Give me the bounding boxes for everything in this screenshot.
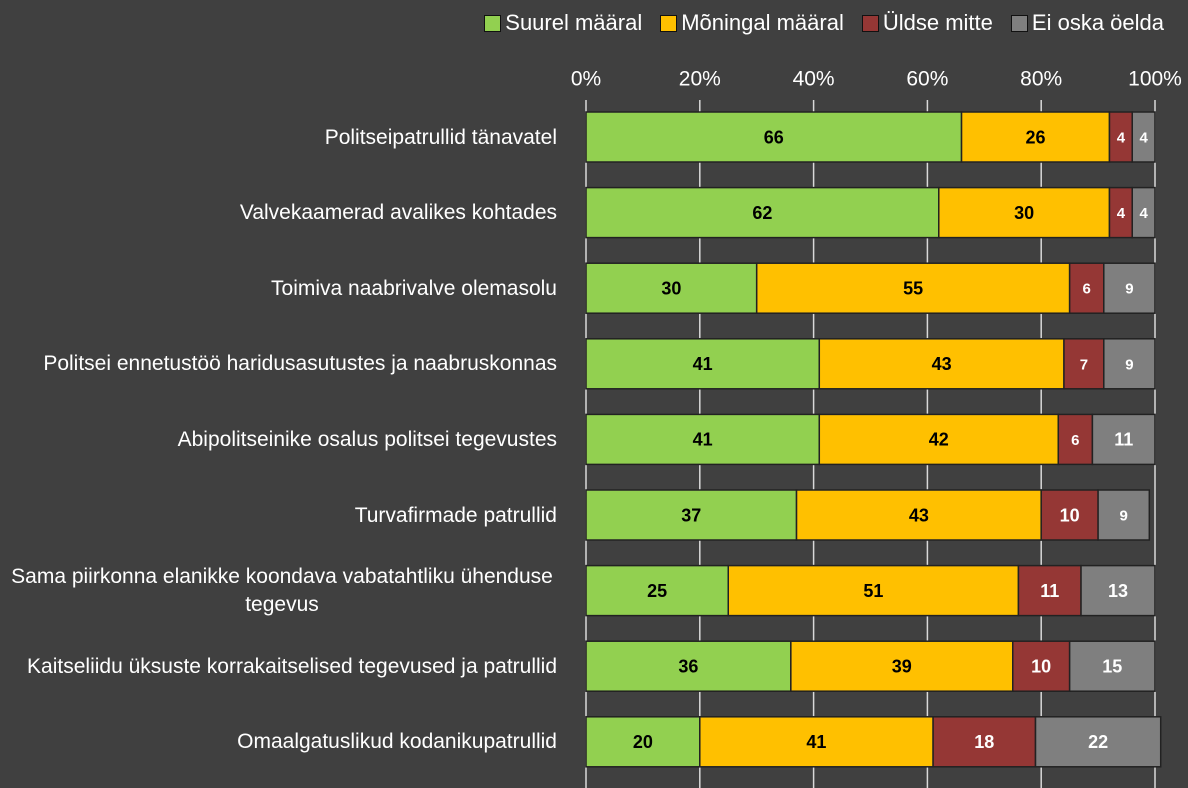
legend-label: Mõningal määral [681, 10, 844, 35]
bar-segment [818, 413, 1060, 466]
bar-segment [585, 640, 792, 692]
bar-segment [1068, 262, 1105, 314]
bar-segment [755, 262, 1071, 314]
data-label: 42 [929, 430, 949, 450]
legend-swatch [1010, 14, 1028, 32]
data-label: 4 [1139, 129, 1148, 146]
category-label: Valvekaamerad avalikes kohtades [239, 201, 557, 225]
legend-label: Üldse mitte [882, 10, 993, 35]
legend-swatch [861, 14, 879, 32]
category-label: Politsei ennetustöö haridusasutustes ja … [43, 352, 557, 376]
bar-segment [727, 564, 1020, 617]
bar-segment [1068, 640, 1156, 692]
bar-segment [1091, 413, 1156, 466]
bar-segment [585, 338, 821, 390]
bar-segment [818, 338, 1065, 390]
bar-segment [1131, 186, 1156, 239]
data-label: 6 [1083, 281, 1091, 298]
category-label: Omaalgatuslikud kodanikupatrullid [237, 730, 557, 754]
data-label: 55 [903, 278, 923, 298]
data-label: 30 [661, 278, 681, 298]
legend-item: Ei oska öelda [1010, 10, 1164, 36]
data-label: 51 [863, 581, 883, 601]
data-label: 10 [1060, 505, 1080, 525]
data-label: 7 [1080, 356, 1088, 373]
x-tick-label: 40% [793, 68, 835, 91]
data-label: 11 [1114, 430, 1133, 450]
bar-segment [1103, 262, 1156, 314]
legend-item: Üldse mitte [861, 10, 993, 36]
data-label: 10 [1031, 656, 1051, 676]
data-label: 37 [681, 505, 701, 525]
data-label: 22 [1088, 732, 1108, 752]
category-label: Abipolitseinike osalus politsei tegevust… [177, 427, 557, 451]
data-label: 11 [1040, 581, 1059, 601]
bar-segment [585, 262, 758, 314]
legend-item: Suurel määral [484, 10, 642, 36]
data-label: 36 [678, 656, 698, 676]
data-label: 66 [764, 127, 784, 147]
x-tick-label: 20% [679, 68, 721, 91]
data-label: 41 [693, 354, 713, 374]
data-label: 20 [633, 732, 653, 752]
data-label: 4 [1117, 129, 1126, 146]
bar-segment [1103, 338, 1156, 390]
data-label: 18 [974, 732, 994, 752]
bar-segment [795, 489, 1042, 541]
bar-segment [790, 640, 1014, 692]
data-label: 9 [1125, 356, 1133, 373]
legend-swatch [660, 14, 678, 32]
bar-segment [585, 186, 940, 239]
data-label: 41 [693, 430, 713, 450]
x-tick-label: 0% [571, 68, 601, 91]
category-label: Politseipatrullid tänavatel [324, 125, 557, 149]
category-label: Sama piirkonna elanikke koondava vabatah… [11, 565, 553, 617]
data-label: 43 [909, 505, 929, 525]
category-label: Turvafirmade patrullid [354, 503, 557, 527]
bar-segment [699, 716, 934, 768]
x-tick-label: 80% [1020, 68, 1062, 91]
data-label: 26 [1025, 127, 1045, 147]
data-label: 62 [752, 203, 772, 223]
data-label: 6 [1071, 432, 1079, 449]
bar-segment [1097, 489, 1151, 541]
bar-segment [585, 564, 729, 617]
bar-segment [1017, 564, 1082, 617]
bar-segment [932, 716, 1037, 768]
legend-label: Suurel määral [505, 10, 643, 35]
bar-segment [1034, 716, 1162, 768]
data-label: 41 [806, 732, 826, 752]
data-label: 9 [1120, 507, 1128, 524]
x-tick-label: 60% [906, 68, 948, 91]
data-label: 25 [647, 581, 667, 601]
bar-segment [585, 111, 963, 163]
bar-segment [1131, 111, 1156, 163]
bar-segment [1080, 564, 1156, 617]
data-label: 4 [1139, 205, 1148, 222]
legend-label: Ei oska öelda [1031, 10, 1164, 35]
data-label: 15 [1102, 656, 1122, 676]
legend: Suurel määral Mõningal määral Üldse mitte E… [484, 10, 1164, 36]
x-tick-label: 100% [1128, 68, 1182, 91]
data-label: 39 [892, 656, 912, 676]
legend-swatch [484, 14, 502, 32]
data-label: 9 [1125, 281, 1133, 298]
legend-item: Mõningal määral [660, 10, 844, 36]
data-label: 43 [932, 354, 952, 374]
data-label: 13 [1108, 581, 1128, 601]
bar-segment [1063, 338, 1105, 390]
data-label: 4 [1117, 205, 1126, 222]
category-label: Kaitseliidu üksuste korrakaitselised teg… [27, 654, 557, 678]
data-label: 30 [1014, 203, 1034, 223]
category-label: Toimiva naabrivalve olemasolu [271, 276, 557, 300]
bar-segment [1057, 413, 1094, 466]
